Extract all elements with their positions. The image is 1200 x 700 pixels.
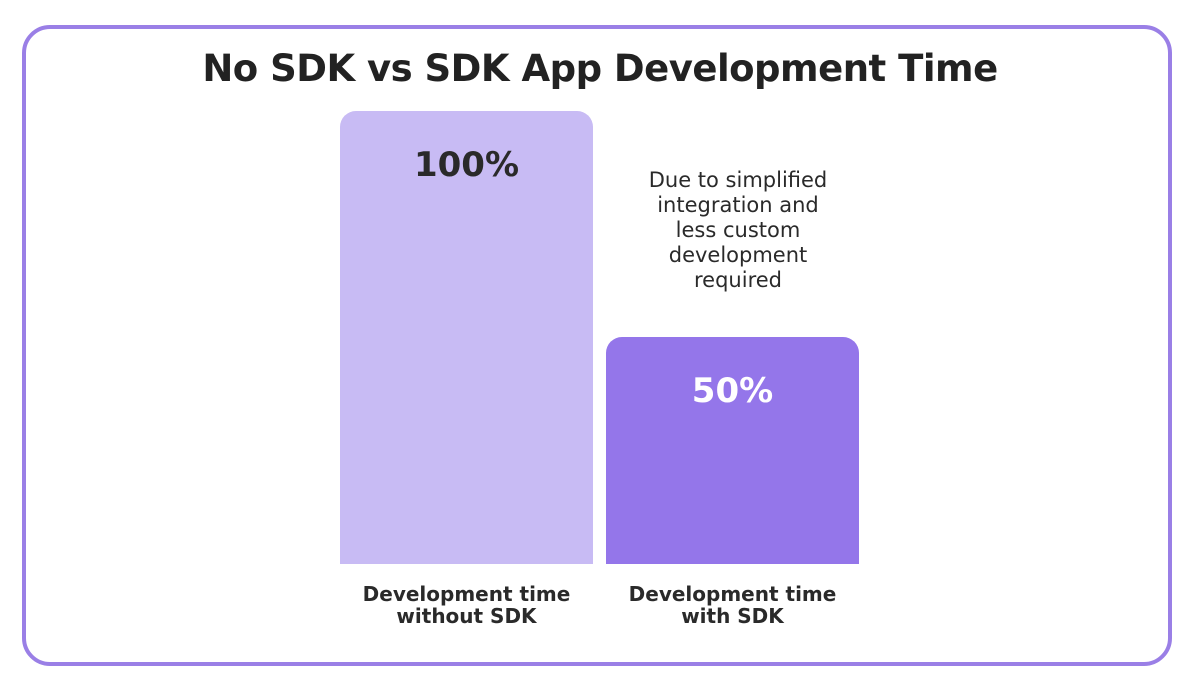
bar-without-sdk: 100% (340, 111, 593, 564)
chart-title: No SDK vs SDK App Development Time (202, 47, 998, 90)
chart-annotation: Due to simplified integration and less c… (648, 168, 828, 292)
bar-value-label: 100% (413, 145, 520, 185)
bar-value-label: 50% (691, 371, 774, 411)
category-label: Development time with SDK (628, 582, 837, 628)
chart-frame (22, 25, 1172, 666)
bar-with-sdk: 50% (606, 337, 859, 564)
category-label: Development time without SDK (362, 582, 571, 628)
